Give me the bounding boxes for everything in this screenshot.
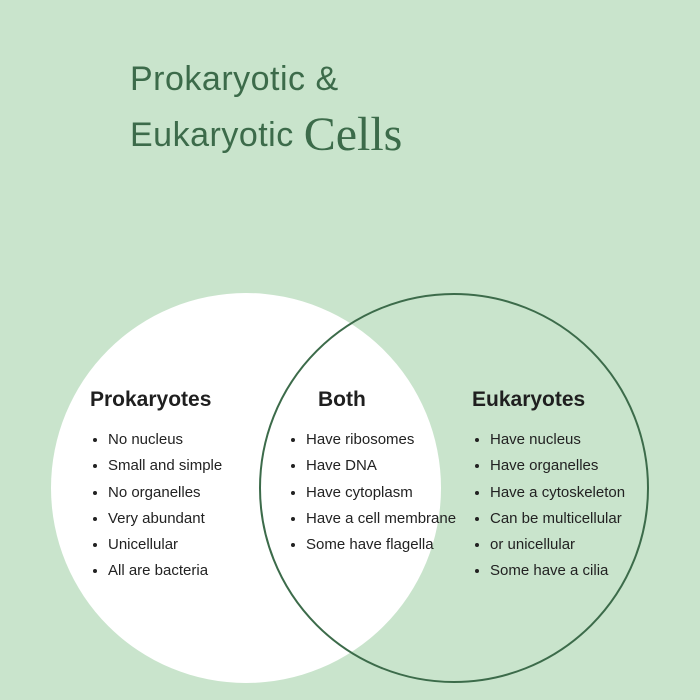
list-prokaryotes: No nucleus Small and simple No organelles V… — [90, 430, 260, 582]
list-item: Some have flagella — [306, 535, 468, 555]
list-item: Have DNA — [306, 456, 468, 476]
list-item: Small and simple — [108, 456, 260, 476]
list-item: No nucleus — [108, 430, 260, 450]
list-item: Very abundant — [108, 509, 260, 529]
title-line-1: Prokaryotic & — [130, 58, 402, 101]
column-title-both: Both — [288, 388, 468, 412]
title-line-2-script: Cells — [304, 105, 403, 165]
list-item: No organelles — [108, 483, 260, 503]
list-item: Unicellular — [108, 535, 260, 555]
title-line-2-plain: Eukaryotic — [130, 116, 304, 154]
list-item: Some have a cilia — [490, 561, 652, 581]
column-title-eukaryotes: Eukaryotes — [472, 388, 652, 412]
column-both: Both Have ribosomes Have DNA Have cytoplas… — [288, 388, 468, 561]
list-item: Have organelles — [490, 456, 652, 476]
title-line-2: Eukaryotic Cells — [130, 101, 402, 161]
list-item: Can be multicellular — [490, 509, 652, 529]
page-title: Prokaryotic & Eukaryotic Cells — [130, 58, 402, 161]
list-both: Have ribosomes Have DNA Have cytoplasm Have… — [288, 430, 468, 555]
list-item: or unicellular — [490, 535, 652, 555]
list-item: Have nucleus — [490, 430, 652, 450]
column-eukaryotes: Eukaryotes Have nucleusHave organellesHa… — [472, 388, 652, 588]
column-prokaryotes: Prokaryotes No nucleusSmall and simpleNo… — [90, 388, 260, 588]
list-item: Have a cytoskeleton — [490, 483, 652, 503]
list-item: Have cytoplasm — [306, 483, 468, 503]
list-item: All are bacteria — [108, 561, 260, 581]
list-item: Have a cell membrane — [306, 509, 468, 529]
list-eukaryotes: Have nucleus Have organelles Have a cytosk… — [472, 430, 652, 582]
list-item: Have ribosomes — [306, 430, 468, 450]
column-title-prokaryotes: Prokaryotes — [90, 388, 260, 412]
